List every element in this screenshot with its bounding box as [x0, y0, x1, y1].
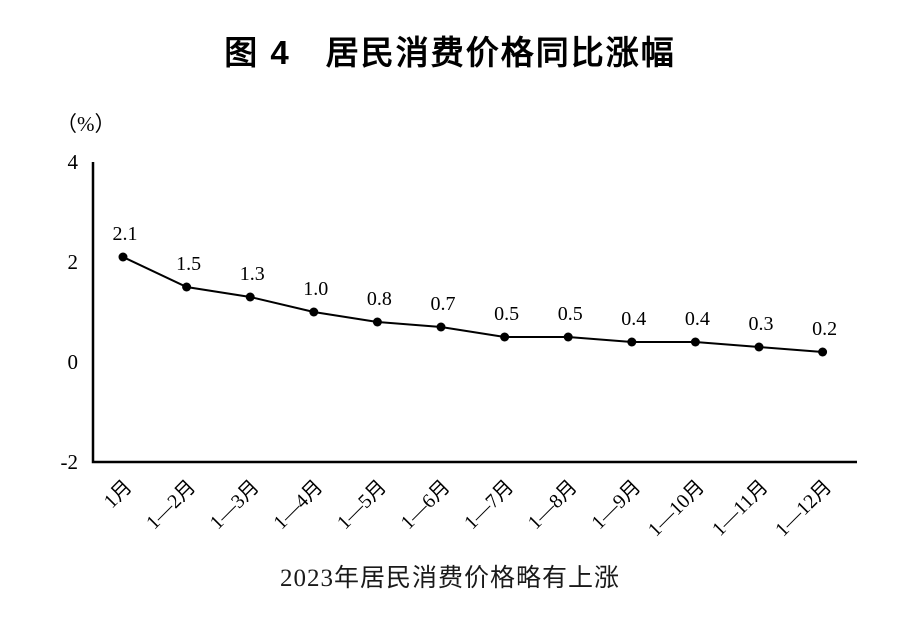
data-point-label: 1.0	[303, 278, 328, 300]
data-point-label: 0.7	[431, 293, 456, 315]
data-point	[182, 282, 192, 292]
x-tick-label: 1—10月	[644, 476, 709, 541]
data-point	[690, 337, 700, 347]
y-tick-label: 2	[68, 250, 79, 274]
data-point	[245, 292, 255, 302]
x-tick-label: 1—2月	[142, 476, 200, 534]
data-point	[372, 317, 382, 327]
x-tick-label: 1月	[100, 476, 137, 513]
data-point-label: 1.3	[240, 263, 265, 285]
data-point-label: 1.5	[176, 253, 201, 275]
data-point-label: 0.5	[494, 303, 519, 325]
x-tick-label: 1—4月	[269, 476, 327, 534]
data-point	[818, 347, 828, 357]
x-tick-label: 1—7月	[460, 476, 518, 534]
line-series	[122, 256, 823, 353]
x-tick-label: 1—9月	[587, 476, 645, 534]
figure-title: 图 4 居民消费价格同比涨幅	[224, 34, 676, 71]
data-point	[118, 252, 128, 262]
axes	[91, 162, 857, 464]
data-point-label: 0.3	[749, 313, 774, 335]
y-tick-label: 0	[68, 350, 79, 374]
data-point	[754, 342, 764, 352]
data-point	[309, 307, 319, 317]
data-point-label: 2.1	[113, 223, 138, 245]
data-point-label: 0.4	[621, 308, 646, 330]
data-point-label: 0.2	[812, 318, 837, 340]
x-tick-label: 1—11月	[708, 476, 773, 541]
figure-caption: 2023年居民消费价格略有上涨	[279, 565, 620, 592]
x-tick-label: 1—6月	[397, 476, 455, 534]
y-tick-label: 4	[68, 150, 79, 174]
data-point-label: 0.4	[685, 308, 710, 330]
data-point	[563, 332, 573, 342]
x-tick-label: 1—8月	[524, 476, 582, 534]
data-point	[627, 337, 637, 347]
x-tick-label: 1—5月	[333, 476, 391, 534]
y-axis-unit-label: （%）	[56, 112, 116, 136]
data-point	[436, 322, 446, 332]
data-point-label: 0.5	[558, 303, 583, 325]
data-point-label: 0.8	[367, 288, 392, 310]
x-tick-label: 1—12月	[771, 476, 836, 541]
x-tick-label: 1—3月	[206, 476, 264, 534]
y-tick-label: -2	[61, 450, 79, 474]
data-point	[500, 332, 510, 342]
